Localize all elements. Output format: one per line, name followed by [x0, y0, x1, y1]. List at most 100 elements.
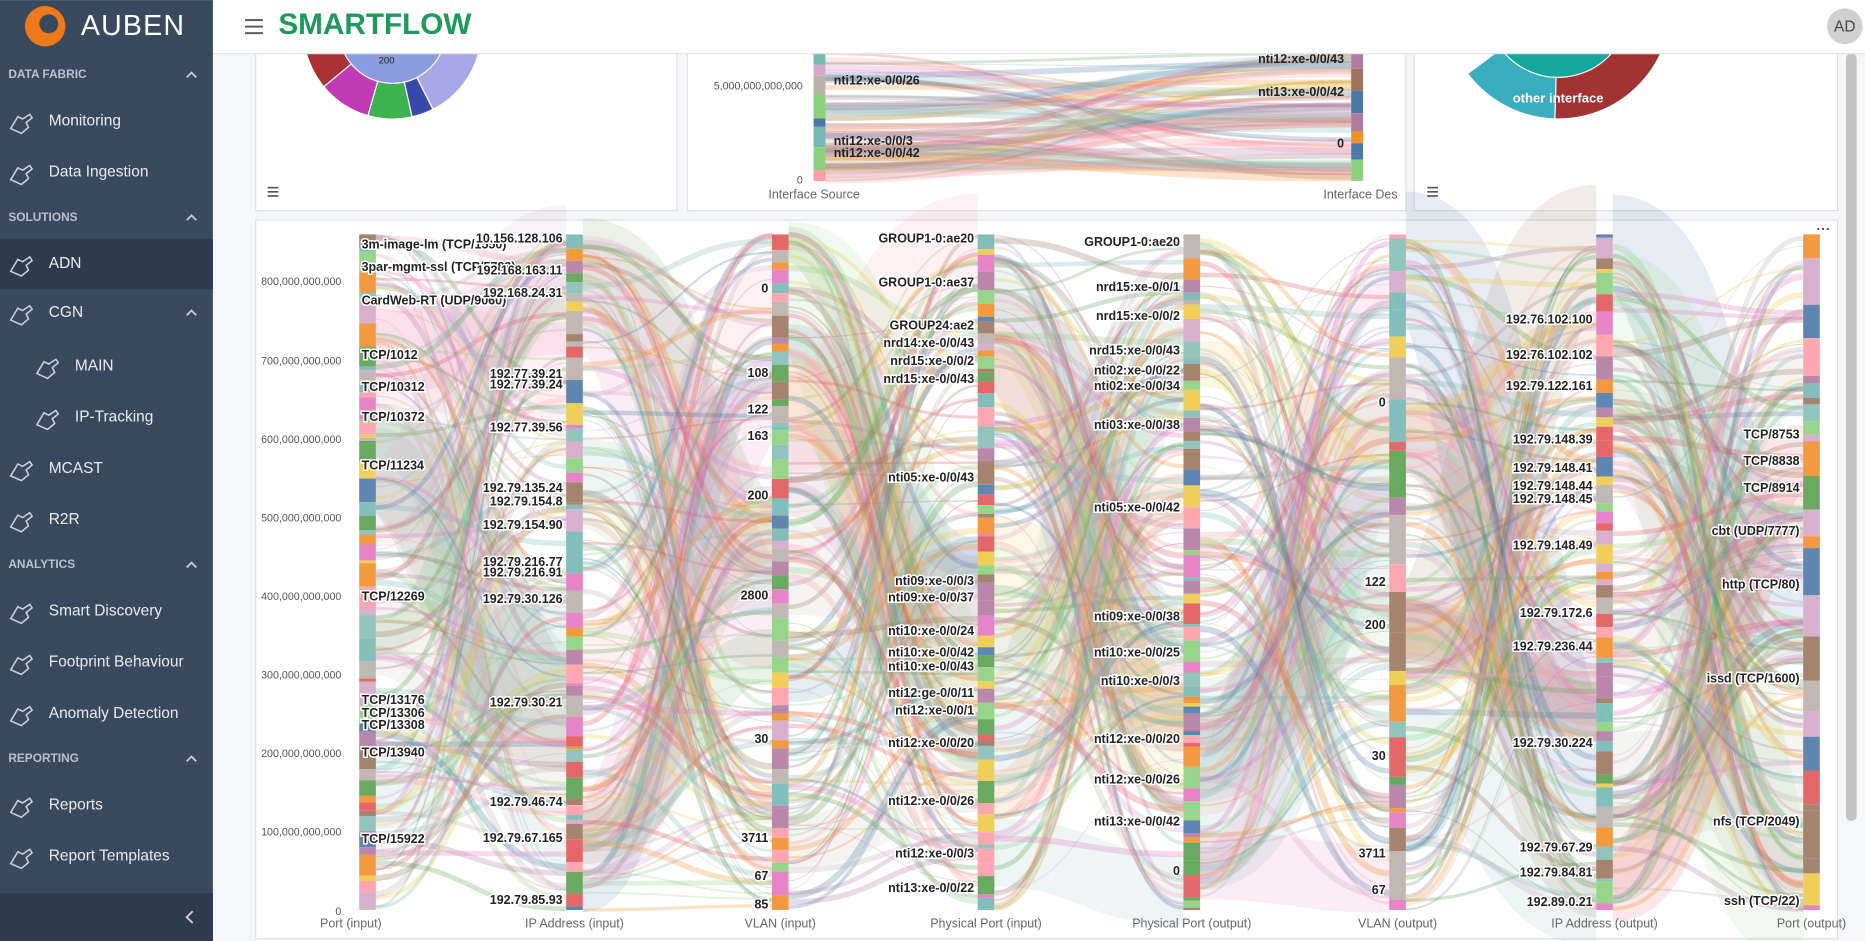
list-icon[interactable]: [1427, 186, 1439, 189]
node-bar: [1596, 613, 1613, 627]
flow: [1200, 424, 1390, 530]
list-icon[interactable]: [267, 190, 279, 193]
flow-band: [1200, 831, 1390, 913]
node-bar: [359, 323, 376, 348]
flow: [1612, 345, 1804, 523]
node-bar: [359, 746, 376, 770]
node-bar: [977, 863, 995, 877]
nav-item[interactable]: Monitoring: [49, 112, 121, 129]
list-icon[interactable]: [267, 186, 279, 189]
flow: [788, 658, 978, 786]
flow: [994, 663, 1184, 886]
flow: [994, 259, 1184, 268]
node-bar: [1596, 294, 1613, 312]
node-bar: [1183, 788, 1201, 802]
flow: [1200, 719, 1390, 872]
flow: [582, 517, 772, 693]
flow: [375, 240, 567, 581]
node-label: nti13:xe-0/0/42: [1258, 85, 1344, 99]
flow-band: [373, 427, 569, 872]
node-bar: [1596, 859, 1613, 879]
collapse-sidebar[interactable]: [185, 910, 194, 924]
menu-toggle[interactable]: [245, 25, 263, 28]
node-bar: [771, 301, 789, 316]
node-label: TCP/12269: [362, 589, 425, 603]
flow: [788, 295, 978, 429]
node-bar: [1389, 336, 1406, 358]
nav-item[interactable]: MCAST: [49, 460, 104, 477]
flow: [1405, 404, 1597, 853]
menu-toggle[interactable]: [245, 19, 263, 22]
flow: [1405, 510, 1597, 612]
nav-item[interactable]: Smart Discovery: [49, 603, 163, 620]
nav-item[interactable]: Footprint Behaviour: [49, 654, 184, 671]
node-label: TCP/15922: [362, 832, 425, 846]
nav-item[interactable]: Report Templates: [49, 848, 170, 865]
nav-icon: [9, 848, 34, 870]
flow-band: [783, 355, 983, 734]
menu-toggle[interactable]: [245, 32, 263, 35]
list-icon[interactable]: [1427, 190, 1439, 193]
node-bar: [977, 289, 995, 304]
collapse-caret[interactable]: [186, 71, 197, 79]
more-menu[interactable]: ···: [1816, 221, 1830, 237]
flow: [582, 278, 773, 805]
flow: [993, 255, 1184, 808]
node-label: 192.79.216.91: [483, 566, 563, 580]
flow: [1612, 431, 1804, 547]
node-bar: [771, 459, 789, 479]
list-icon[interactable]: [1427, 195, 1439, 197]
list-icon[interactable]: [267, 195, 279, 197]
flow: [1200, 694, 1390, 877]
flow: [1612, 795, 1804, 840]
node-bar: [566, 746, 583, 750]
flow: [1200, 556, 1390, 828]
nav-item[interactable]: Reports: [49, 796, 103, 813]
node-bar: [566, 234, 583, 249]
node-bar: [566, 424, 583, 429]
node-bar: [1183, 507, 1201, 529]
flow: [994, 368, 1184, 910]
nav-item[interactable]: ADN: [49, 255, 82, 272]
flow: [1612, 276, 1804, 814]
flow: [788, 347, 978, 680]
collapse-caret[interactable]: [186, 561, 197, 569]
flow: [788, 259, 978, 527]
nav-item[interactable]: Anomaly Detection: [49, 705, 179, 722]
flow: [1612, 406, 1804, 510]
flow: [994, 731, 1184, 781]
node-bar: [977, 393, 995, 408]
collapse-caret[interactable]: [186, 214, 197, 221]
flow: [375, 625, 567, 838]
collapse-caret[interactable]: [186, 309, 197, 316]
node-bar: [566, 482, 583, 503]
node-bar: [566, 627, 583, 637]
nav-item[interactable]: Data Ingestion: [49, 164, 149, 181]
flow: [788, 836, 978, 874]
flow: [582, 295, 772, 315]
flow: [1200, 462, 1390, 653]
collapse-caret[interactable]: [186, 755, 197, 762]
nav-item[interactable]: R2R: [49, 511, 80, 528]
flow: [1200, 754, 1390, 854]
avatar[interactable]: [1826, 8, 1863, 45]
nav-item[interactable]: CGN: [49, 304, 83, 321]
flow: [1612, 345, 1804, 463]
node-bar: [1183, 672, 1201, 687]
flow: [1200, 559, 1390, 716]
nav-item[interactable]: IP-Tracking: [75, 409, 153, 426]
nav-item[interactable]: MAIN: [75, 358, 114, 375]
flow: [788, 646, 978, 746]
node-label: nti12:xe-0/0/26: [1094, 773, 1180, 787]
node-bar: [771, 808, 789, 829]
node-bar: [566, 819, 583, 825]
node-bar: [359, 515, 376, 531]
node-bar: [566, 749, 583, 762]
flow: [825, 93, 1352, 107]
node-bar: [813, 170, 826, 181]
node-bar: [1389, 514, 1406, 565]
flow: [788, 313, 978, 730]
flow: [582, 628, 772, 704]
tick: 0: [797, 175, 803, 187]
flow: [994, 437, 1184, 667]
